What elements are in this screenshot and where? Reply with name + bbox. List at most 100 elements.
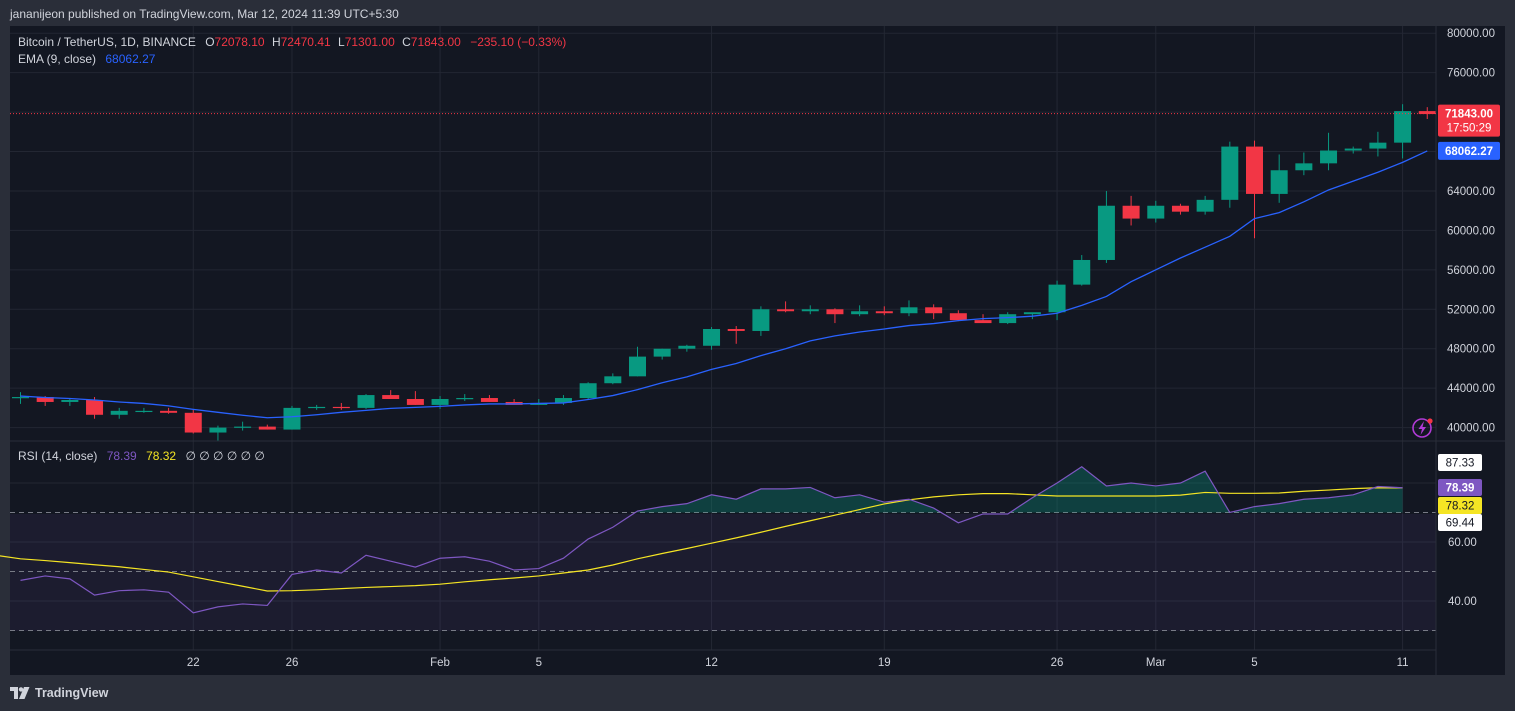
ema-legend-label: EMA (9, close) xyxy=(18,52,96,66)
price-tick-label: 44000.00 xyxy=(1447,383,1495,395)
candle-body xyxy=(1196,199,1214,212)
legend-row-rsi: RSI (14, close) 78.39 78.32 ∅ ∅ ∅ ∅ ∅ ∅ xyxy=(18,449,265,463)
rsi-badge xyxy=(1438,497,1482,514)
candle-body xyxy=(1147,205,1165,219)
time-tick-label: Feb xyxy=(430,657,450,669)
candle-body xyxy=(1221,146,1239,200)
time-tick-label: Mar xyxy=(1146,657,1166,669)
price-tick-label: 80000.00 xyxy=(1447,28,1495,40)
grid-lines xyxy=(10,26,1436,650)
candle-body xyxy=(1369,142,1387,149)
alert-icon[interactable] xyxy=(1412,418,1433,438)
candle-body xyxy=(777,309,795,312)
candle-body xyxy=(1320,150,1338,164)
candle xyxy=(875,306,893,316)
candle-body xyxy=(36,397,54,402)
rsi-badge xyxy=(1438,454,1482,471)
legend-high: 72470.41 xyxy=(281,35,331,49)
chart-background xyxy=(10,26,1505,675)
candle-body xyxy=(1122,205,1140,219)
candle-body xyxy=(1097,205,1115,260)
candle-body xyxy=(579,383,597,399)
tradingview-logo-icon xyxy=(10,687,30,699)
candle-body xyxy=(184,412,202,433)
candle-body xyxy=(431,399,449,405)
legend-c-label: C xyxy=(402,35,411,49)
candle-body xyxy=(357,395,375,408)
legend-row-main: Bitcoin / TetherUS, 1D, BINANCE O72078.1… xyxy=(18,35,566,49)
candle xyxy=(234,421,252,431)
rsi-axis-labels: 40.00 60.00 xyxy=(1448,537,1477,608)
candle xyxy=(209,425,227,442)
candle-body xyxy=(653,348,671,357)
candle-body xyxy=(1048,284,1066,313)
candle xyxy=(456,394,474,401)
candle-body xyxy=(974,320,992,324)
candle-body xyxy=(209,427,227,433)
time-tick-label: 22 xyxy=(187,657,200,669)
candle xyxy=(703,327,721,350)
price-tick-label: 60000.00 xyxy=(1447,225,1495,237)
candle xyxy=(777,301,795,313)
candle xyxy=(1418,107,1436,119)
rsi-badge xyxy=(1438,479,1482,496)
ema-badge xyxy=(1438,141,1500,160)
ema-series xyxy=(20,150,1428,419)
candle-body xyxy=(234,426,252,428)
candle-body xyxy=(110,410,128,415)
candle xyxy=(678,344,696,352)
candle xyxy=(382,390,400,400)
candle-body xyxy=(925,307,943,314)
candle xyxy=(851,305,869,317)
candle xyxy=(604,373,622,385)
candle-body xyxy=(1023,312,1041,315)
candle xyxy=(332,402,350,410)
time-tick-label: 5 xyxy=(1251,657,1257,669)
candle-body xyxy=(703,329,721,346)
candle xyxy=(925,304,943,320)
candle xyxy=(949,310,967,322)
candle-body xyxy=(382,395,400,400)
candle-body xyxy=(86,399,104,415)
candle xyxy=(1295,152,1313,176)
tradingview-logo[interactable]: TradingView xyxy=(10,686,108,700)
last-price-badge xyxy=(1438,104,1500,137)
time-tick-label: 26 xyxy=(1051,657,1064,669)
price-tick-label: 76000.00 xyxy=(1447,68,1495,80)
candle xyxy=(1221,141,1239,208)
candle xyxy=(184,409,202,434)
candle-body xyxy=(999,314,1017,324)
candle xyxy=(1122,195,1140,226)
candle xyxy=(406,391,424,405)
candle-body xyxy=(801,309,819,312)
rsi-overbought-area xyxy=(1009,466,1403,513)
rsi-overbought-fill xyxy=(635,466,1403,513)
rsi-tick-label: 60.00 xyxy=(1448,537,1477,549)
legend-l-label: L xyxy=(338,35,345,49)
legend-symbol: Bitcoin / TetherUS, 1D, BINANCE xyxy=(18,35,196,49)
candle xyxy=(727,326,745,344)
candle xyxy=(12,392,29,404)
candle-body xyxy=(12,397,29,399)
candle xyxy=(1196,195,1214,215)
legend-h-label: H xyxy=(272,35,281,49)
publisher-header: jananijeon published on TradingView.com,… xyxy=(10,7,399,21)
candle-body xyxy=(308,406,326,409)
candle-body xyxy=(554,398,572,403)
candle-body xyxy=(752,309,770,331)
candle xyxy=(1097,190,1115,263)
candle-body xyxy=(851,311,869,315)
candle xyxy=(900,300,918,317)
rsi-legend-label: RSI (14, close) xyxy=(18,449,97,463)
tradingview-brand: TradingView xyxy=(35,686,109,700)
candle-body xyxy=(332,406,350,409)
candle-body xyxy=(727,329,745,331)
candle xyxy=(308,404,326,410)
rsi-overbought-area xyxy=(635,487,942,513)
candle xyxy=(160,407,178,414)
rsi-na-values: ∅ ∅ ∅ ∅ ∅ ∅ xyxy=(185,449,264,463)
candle-body xyxy=(1171,205,1189,212)
price-tick-label: 64000.00 xyxy=(1447,186,1495,198)
rsi-badge xyxy=(1438,514,1482,531)
